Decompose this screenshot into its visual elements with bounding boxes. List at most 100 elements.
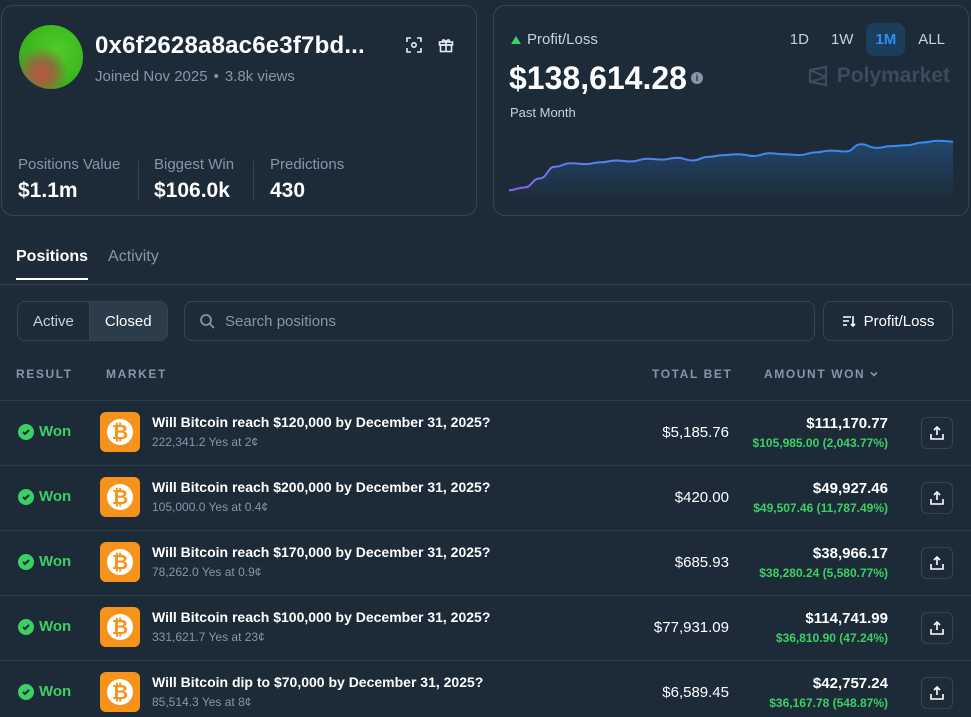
market-title[interactable]: Will Bitcoin reach $100,000 by December … bbox=[152, 609, 491, 625]
check-circle-icon bbox=[18, 683, 34, 700]
view-count: 3.8k views bbox=[224, 68, 295, 85]
check-circle-icon bbox=[18, 488, 34, 505]
stat-biggest-win: Biggest Win $106.0k bbox=[154, 156, 235, 202]
stat-predictions: Predictions 430 bbox=[270, 156, 345, 202]
pnl-title: Profit/Loss bbox=[511, 31, 598, 48]
filter-closed-button[interactable]: Closed bbox=[88, 302, 167, 340]
total-bet: $77,931.09 bbox=[653, 619, 729, 636]
tabs-divider bbox=[0, 284, 971, 285]
pnl-period: Past Month bbox=[510, 105, 576, 120]
market-title[interactable]: Will Bitcoin dip to $70,000 by December … bbox=[152, 674, 484, 690]
header-total-bet[interactable]: TOTAL BET bbox=[652, 367, 733, 381]
divider bbox=[138, 161, 139, 201]
search-box bbox=[184, 301, 815, 341]
gift-icon[interactable] bbox=[435, 34, 457, 56]
table-row[interactable]: Won ₿ Will Bitcoin reach $120,000 by Dec… bbox=[0, 400, 971, 465]
joined-date: Joined Nov 2025 bbox=[95, 68, 208, 85]
share-icon bbox=[930, 491, 944, 505]
total-bet: $685.93 bbox=[674, 554, 729, 571]
search-input[interactable] bbox=[225, 312, 785, 330]
content-tabs: Positions Activity bbox=[16, 248, 159, 280]
amount-won: $49,927.46 bbox=[812, 480, 888, 497]
table-row[interactable]: Won ₿ Will Bitcoin dip to $70,000 by Dec… bbox=[0, 660, 971, 717]
qr-scan-icon[interactable] bbox=[403, 34, 425, 56]
pnl-chart bbox=[509, 139, 953, 196]
header-market: MARKET bbox=[106, 367, 167, 381]
amount-won: $42,757.24 bbox=[812, 675, 888, 692]
range-tab-1d[interactable]: 1D bbox=[789, 31, 809, 48]
range-tab-all[interactable]: ALL bbox=[918, 31, 945, 48]
profit: $105,985.00 (2,043.77%) bbox=[752, 436, 888, 450]
share-icon bbox=[930, 686, 944, 700]
share-button[interactable] bbox=[921, 482, 953, 514]
pnl-value: $138,614.28 i bbox=[509, 60, 703, 97]
market-title[interactable]: Will Bitcoin reach $170,000 by December … bbox=[152, 544, 491, 560]
result-badge: Won bbox=[18, 488, 71, 505]
joined-info: Joined Nov 2025 • 3.8k views bbox=[95, 68, 295, 85]
range-tab-1m[interactable]: 1M bbox=[866, 23, 906, 56]
market-shares: 105,000.0 Yes at 0.4¢ bbox=[152, 500, 269, 514]
filter-active-button[interactable]: Active bbox=[33, 312, 74, 330]
divider bbox=[253, 161, 254, 201]
header-amount-won[interactable]: AMOUNT WON bbox=[764, 367, 879, 381]
profit: $49,507.46 (11,787.49%) bbox=[753, 501, 888, 515]
share-icon bbox=[930, 556, 944, 570]
profit: $36,167.78 (548.87%) bbox=[769, 696, 888, 710]
total-bet: $420.00 bbox=[674, 489, 729, 506]
pnl-area bbox=[509, 140, 953, 196]
bitcoin-icon: ₿ bbox=[100, 542, 140, 582]
bitcoin-icon: ₿ bbox=[100, 672, 140, 712]
status-filter: Active Closed bbox=[17, 301, 168, 341]
range-tab-1w[interactable]: 1W bbox=[830, 31, 854, 48]
market-shares: 222,341.2 Yes at 2¢ bbox=[152, 435, 259, 449]
polymarket-icon bbox=[808, 65, 827, 87]
tab-activity[interactable]: Activity bbox=[108, 248, 159, 265]
amount-won: $38,966.17 bbox=[812, 545, 888, 562]
up-arrow-icon bbox=[511, 35, 521, 44]
market-shares: 85,514.3 Yes at 8¢ bbox=[152, 695, 252, 709]
total-bet: $5,185.76 bbox=[662, 424, 729, 441]
market-title[interactable]: Will Bitcoin reach $200,000 by December … bbox=[152, 479, 491, 495]
amount-won: $111,170.77 bbox=[806, 415, 888, 432]
bitcoin-icon: ₿ bbox=[100, 412, 140, 452]
check-circle-icon bbox=[18, 553, 34, 570]
profit: $38,280.24 (5,580.77%) bbox=[759, 566, 888, 580]
table-row[interactable]: Won ₿ Will Bitcoin reach $200,000 by Dec… bbox=[0, 465, 971, 530]
market-shares: 78,262.0 Yes at 0.9¢ bbox=[152, 565, 262, 579]
share-button[interactable] bbox=[921, 612, 953, 644]
market-title[interactable]: Will Bitcoin reach $120,000 by December … bbox=[152, 414, 491, 430]
chevron-down-icon bbox=[870, 371, 878, 377]
avatar bbox=[19, 25, 83, 89]
result-badge: Won bbox=[18, 683, 71, 700]
table-row[interactable]: Won ₿ Will Bitcoin reach $170,000 by Dec… bbox=[0, 530, 971, 595]
share-button[interactable] bbox=[921, 417, 953, 449]
polymarket-logo: Polymarket bbox=[807, 64, 950, 88]
profit: $36,810.90 (47.24%) bbox=[775, 631, 888, 645]
table-row[interactable]: Won ₿ Will Bitcoin reach $100,000 by Dec… bbox=[0, 595, 971, 660]
market-shares: 331,621.7 Yes at 23¢ bbox=[152, 630, 265, 644]
search-icon bbox=[200, 314, 215, 329]
range-tabs: 1D 1W 1M ALL bbox=[781, 23, 954, 56]
bitcoin-icon: ₿ bbox=[100, 607, 140, 647]
sort-button[interactable]: Profit/Loss bbox=[823, 301, 953, 341]
share-button[interactable] bbox=[921, 547, 953, 579]
tab-positions[interactable]: Positions bbox=[16, 248, 89, 280]
result-badge: Won bbox=[18, 423, 71, 440]
amount-won: $114,741.99 bbox=[805, 610, 888, 627]
wallet-address: 0x6f2628a8ac6e3f7bd... bbox=[95, 32, 365, 59]
info-icon[interactable]: i bbox=[690, 71, 703, 84]
header-result: RESULT bbox=[16, 367, 73, 381]
result-badge: Won bbox=[18, 553, 71, 570]
check-circle-icon bbox=[18, 618, 34, 635]
total-bet: $6,589.45 bbox=[662, 684, 729, 701]
pnl-line bbox=[509, 139, 953, 192]
pnl-card: Profit/Loss 1D 1W 1M ALL $138,614.28 i Po… bbox=[493, 5, 969, 216]
sort-icon bbox=[842, 316, 856, 328]
bitcoin-icon: ₿ bbox=[100, 477, 140, 517]
check-circle-icon bbox=[18, 423, 34, 440]
stat-positions-value: Positions Value $1.1m bbox=[18, 156, 121, 202]
share-icon bbox=[930, 426, 944, 440]
share-button[interactable] bbox=[921, 677, 953, 709]
profile-card: 0x6f2628a8ac6e3f7bd... Joined Nov 2025 • 3… bbox=[1, 5, 477, 216]
share-icon bbox=[930, 621, 944, 635]
